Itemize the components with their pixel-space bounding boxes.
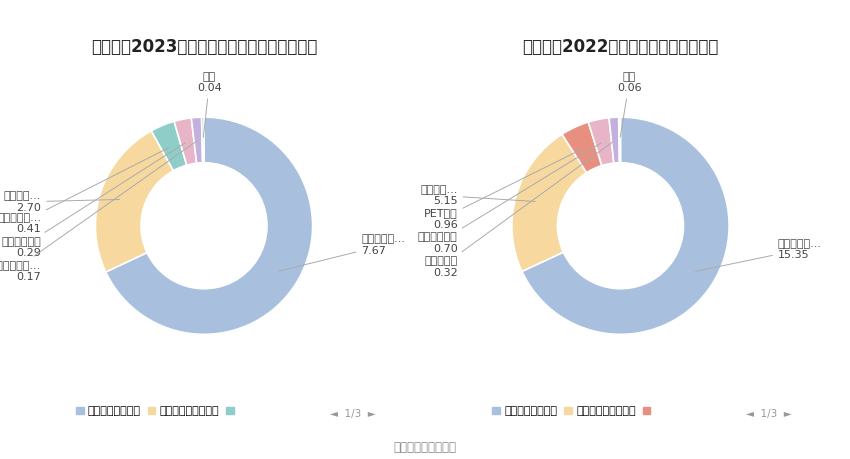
Wedge shape	[191, 117, 202, 163]
Text: 其他
0.04: 其他 0.04	[197, 72, 222, 137]
Text: 涤纶非织造布
0.70: 涤纶非织造布 0.70	[418, 143, 601, 254]
Wedge shape	[522, 117, 729, 334]
Wedge shape	[512, 134, 586, 271]
Wedge shape	[619, 117, 620, 163]
Wedge shape	[105, 117, 313, 334]
Text: ◄  1/3  ►: ◄ 1/3 ►	[746, 409, 792, 419]
Text: 再生有色...
5.15: 再生有色... 5.15	[420, 185, 536, 206]
Text: 低熔点涤纶...
0.41: 低熔点涤纶... 0.41	[0, 148, 168, 235]
Wedge shape	[95, 131, 173, 272]
Legend: 低熔点涤纶短纤维, 再生有色涤纶短纤维, : 低熔点涤纶短纤维, 再生有色涤纶短纤维,	[76, 406, 238, 416]
Legend: 低熔点涤纶短纤维, 再生有色涤纶短纤维, : 低熔点涤纶短纤维, 再生有色涤纶短纤维,	[492, 406, 654, 416]
Text: 数据来源：恒生聚源: 数据来源：恒生聚源	[394, 441, 456, 454]
Text: ◄  1/3  ►: ◄ 1/3 ►	[330, 409, 376, 419]
Text: 其他
0.06: 其他 0.06	[617, 72, 642, 137]
Wedge shape	[174, 118, 196, 165]
Text: 涤纶热熔丝
0.32: 涤纶热熔丝 0.32	[424, 142, 613, 278]
Wedge shape	[201, 117, 204, 163]
Text: 低熔点涤纶...
7.67: 低熔点涤纶... 7.67	[279, 235, 405, 271]
Wedge shape	[562, 122, 602, 173]
Wedge shape	[588, 118, 614, 166]
Title: 优彩资源2023年上半年营业收入构成（亿元）: 优彩资源2023年上半年营业收入构成（亿元）	[91, 38, 317, 56]
Text: 切片及其他原生...
0.17: 切片及其他原生... 0.17	[0, 142, 196, 282]
Wedge shape	[609, 117, 620, 163]
Wedge shape	[151, 121, 187, 171]
Text: PET切片
0.96: PET切片 0.96	[424, 149, 582, 230]
Text: 涤纶非织造布
0.29: 涤纶非织造布 0.29	[2, 143, 184, 258]
Text: 再生有色...
2.70: 再生有色... 2.70	[3, 191, 120, 213]
Title: 优彩资源2022年营业收入构成（亿元）: 优彩资源2022年营业收入构成（亿元）	[522, 38, 719, 56]
Text: 低熔点涤纶...
15.35: 低熔点涤纶... 15.35	[695, 239, 822, 271]
